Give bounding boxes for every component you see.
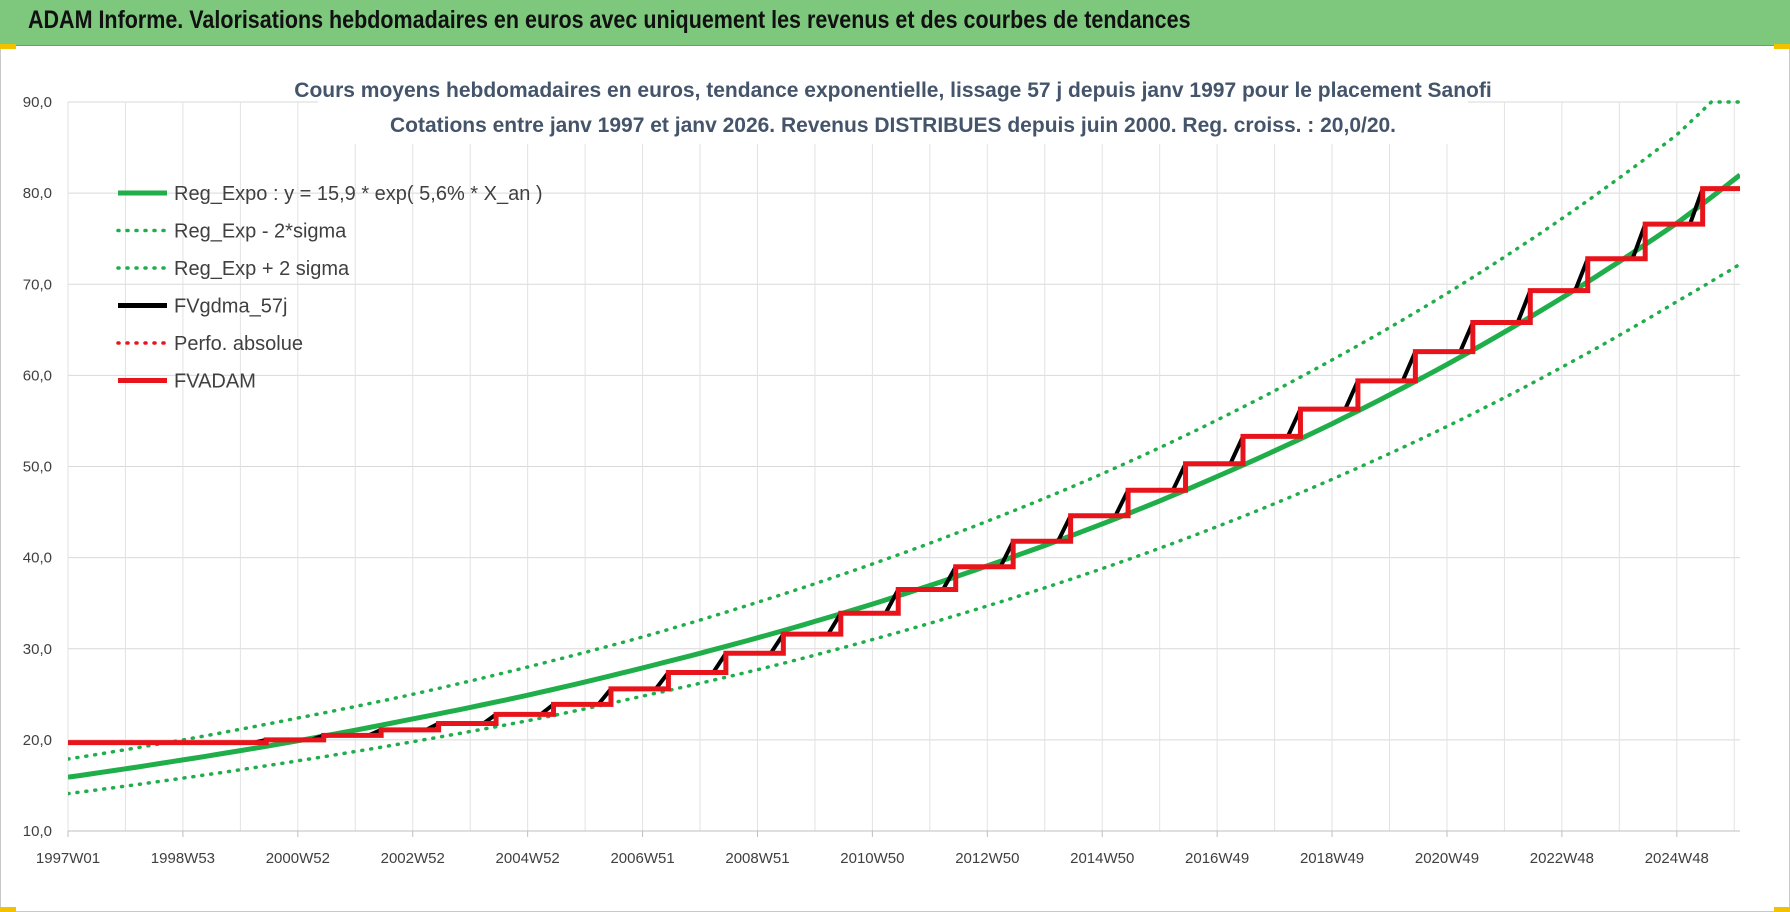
x-tick-label: 2002W52 [381, 850, 445, 867]
y-axis-tick-labels: 10,0 20,0 30,0 40,0 50,0 60,0 70,0 80,0 90,0 [23, 94, 52, 840]
chart-title-line-1: Cours moyens hebdomadaires en euros, ten… [294, 79, 1491, 102]
x-tick-label: 2008W51 [725, 850, 789, 867]
y-tick-label: 70,0 [23, 276, 52, 293]
header-banner: ADAM Informe. Valorisations hebdomadaire… [0, 0, 1790, 46]
series-lines [68, 100, 1740, 796]
legend: Reg_Expo : y = 15,9 * exp( 5,6% * X_an )… [116, 183, 543, 393]
x-tick-label: 2016W49 [1185, 850, 1249, 867]
x-tick-label: 2020W49 [1415, 850, 1479, 867]
x-tick-label: 2024W48 [1645, 850, 1709, 867]
y-tick-label: 30,0 [23, 641, 52, 658]
corner-mark-bottom-left [0, 907, 16, 912]
x-tick-label: 1997W01 [36, 850, 100, 867]
series-2-line [68, 100, 1740, 761]
gridlines [67, 101, 1740, 837]
chart-title-background [318, 74, 1468, 144]
legend-label-0: Reg_Expo : y = 15,9 * exp( 5,6% * X_an ) [174, 183, 543, 205]
chart-title-line-2: Cotations entre janv 1997 et janv 2026. … [390, 114, 1396, 137]
corner-mark-top-right [1774, 44, 1790, 49]
x-tick-label: 1998W53 [151, 850, 215, 867]
y-tick-label: 20,0 [23, 732, 52, 749]
legend-label-5: FVADAM [174, 371, 256, 393]
corner-mark-top-left [0, 44, 16, 49]
legend-label-2: Reg_Exp + 2 sigma [174, 258, 350, 280]
x-tick-label: 2004W52 [496, 850, 560, 867]
x-tick-label: 2000W52 [266, 850, 330, 867]
legend-label-3: FVgdma_57j [174, 296, 287, 318]
x-tick-label: 2012W50 [955, 850, 1019, 867]
y-tick-label: 60,0 [23, 367, 52, 384]
legend-label-4: Perfo. absolue [174, 333, 303, 355]
legend-label-1: Reg_Exp - 2*sigma [174, 221, 347, 243]
series-5-line [68, 186, 1740, 746]
x-tick-label: 2022W48 [1530, 850, 1594, 867]
x-tick-label: 2010W50 [840, 850, 904, 867]
y-tick-label: 50,0 [23, 459, 52, 476]
x-tick-label: 2014W50 [1070, 850, 1134, 867]
y-tick-label: 80,0 [23, 185, 52, 202]
y-tick-label: 10,0 [23, 823, 52, 840]
series-0-line [68, 172, 1740, 780]
series-1-line [68, 262, 1740, 796]
page-title: ADAM Informe. Valorisations hebdomadaire… [28, 6, 1191, 34]
corner-mark-bottom-right [1774, 907, 1790, 912]
x-tick-label: 2006W51 [610, 850, 674, 867]
x-axis-tick-labels: 1997W01 1998W53 2000W52 2002W52 2004W52 2006W… [36, 850, 1709, 867]
y-tick-label: 90,0 [23, 94, 52, 111]
y-tick-label: 40,0 [23, 550, 52, 567]
x-tick-label: 2018W49 [1300, 850, 1364, 867]
